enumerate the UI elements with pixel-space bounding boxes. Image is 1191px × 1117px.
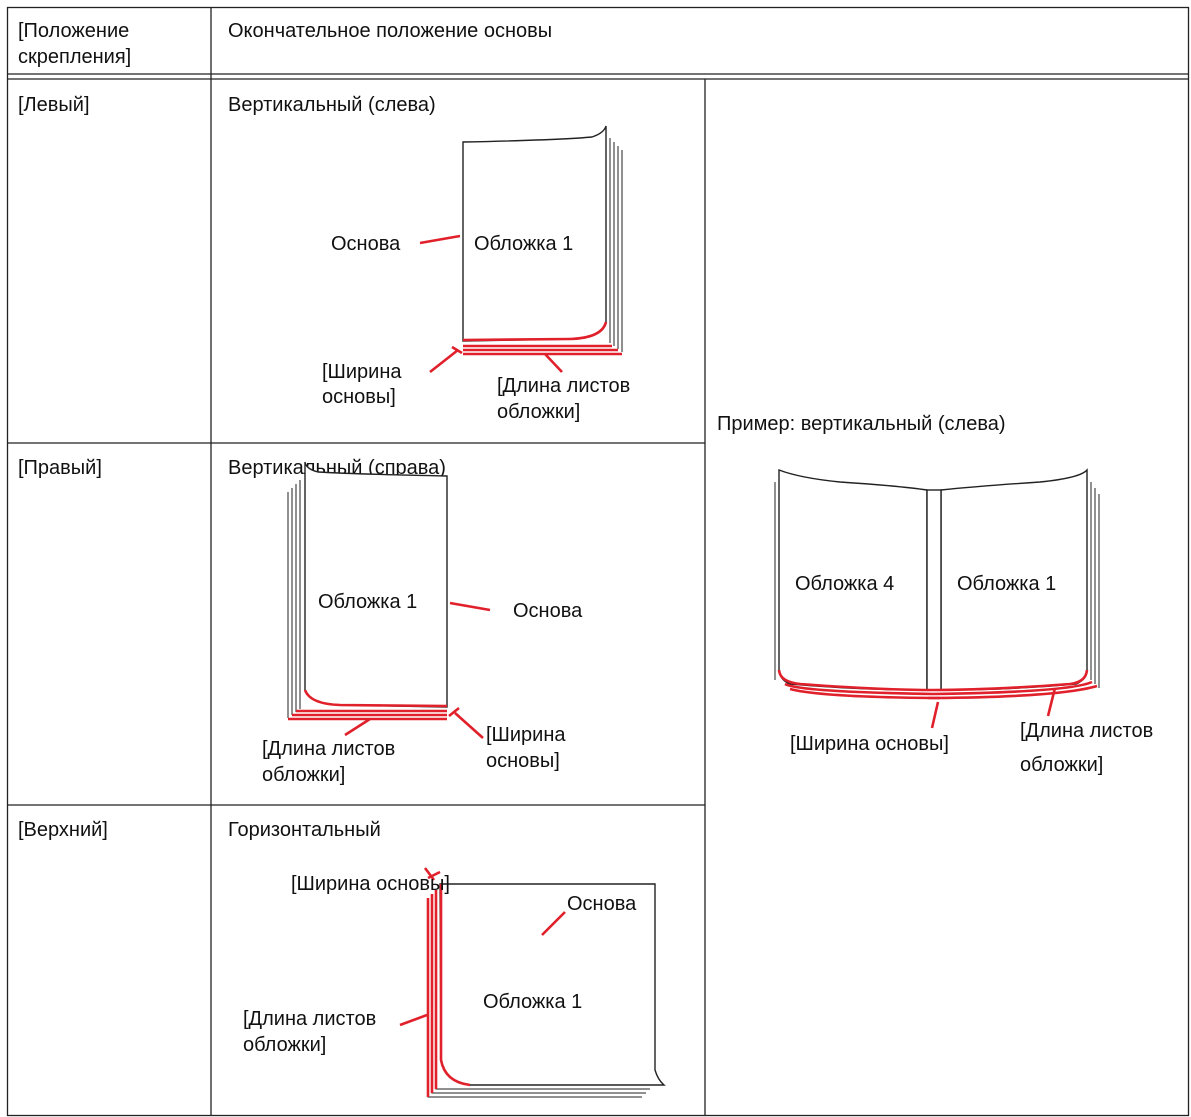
label-cover-length: [Длина листов xyxy=(262,738,395,760)
row-orientation: Горизонтальный xyxy=(228,819,381,841)
label-cover-front: Обложка 1 xyxy=(957,573,1056,595)
book-right-diagram xyxy=(287,461,491,739)
book-top-diagram xyxy=(399,867,666,1098)
label-spine-width: [Ширина xyxy=(486,724,566,746)
label-cover: Обложка 1 xyxy=(474,233,573,255)
row-position: [Левый] xyxy=(18,94,90,116)
label-spine: Основа xyxy=(513,600,583,622)
book-left-diagram xyxy=(419,125,623,374)
header-position: [Положение xyxy=(18,20,129,42)
row-orientation: Вертикальный (слева) xyxy=(228,94,436,116)
label-cover: Обложка 1 xyxy=(483,991,582,1013)
label-cover-length: обложки] xyxy=(1020,754,1103,776)
label-cover-length: обложки] xyxy=(243,1034,326,1056)
row-position: [Правый] xyxy=(18,457,102,479)
label-cover-length: [Длина листов xyxy=(1020,720,1153,742)
label-spine-width: [Ширина xyxy=(322,361,402,383)
label-spine-width: [Ширина основы] xyxy=(790,733,949,755)
label-cover-length: обложки] xyxy=(262,764,345,786)
label-spine-width: [Ширина основы] xyxy=(291,873,450,895)
label-cover-back: Обложка 4 xyxy=(795,573,894,595)
label-spine-width: основы] xyxy=(322,386,396,408)
label-cover: Обложка 1 xyxy=(318,591,417,613)
open-book-diagram xyxy=(774,468,1100,729)
row-orientation: Вертикальный (справа) xyxy=(228,457,446,479)
label-cover-length: [Длина листов xyxy=(243,1008,376,1030)
label-cover-length: обложки] xyxy=(497,401,580,423)
table-grid xyxy=(6,6,1190,1117)
row-position: [Верхний] xyxy=(18,819,108,841)
header-position: скрепления] xyxy=(18,46,131,68)
label-spine: Основа xyxy=(331,233,401,255)
label-cover-length: [Длина листов xyxy=(497,375,630,397)
header-final: Окончательное положение основы xyxy=(228,20,552,42)
label-spine-width: основы] xyxy=(486,750,560,772)
example-title: Пример: вертикальный (слева) xyxy=(717,413,1006,435)
label-spine: Основа xyxy=(567,893,637,915)
